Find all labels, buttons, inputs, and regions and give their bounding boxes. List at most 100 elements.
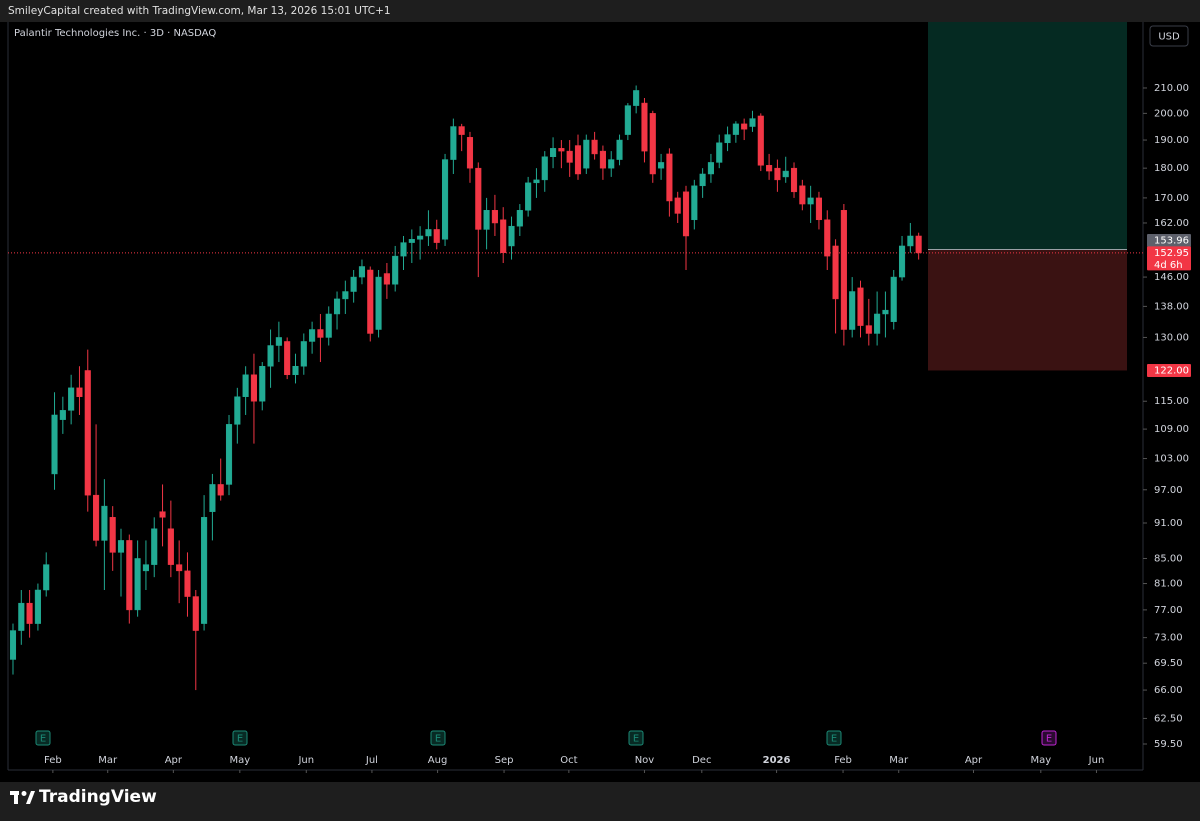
y-tick-label: 103.00 [1154,454,1189,465]
candle-body [724,134,731,144]
candle-body [201,517,208,624]
candle-body [865,325,872,334]
candle-body [109,517,116,553]
candle-body [408,239,415,243]
candle-body [716,142,723,163]
x-tick-label: May [1030,755,1051,766]
earnings-label: E [435,734,441,745]
candle-body [541,156,548,181]
candle-body [275,337,282,346]
last-price-tag-countdown: 4d 6h [1154,260,1183,271]
candle-body [43,564,50,591]
candle-body [849,291,856,330]
candle-body [59,410,66,420]
earnings-marker[interactable] [430,730,446,746]
candle-body [101,505,108,541]
candle-body [34,589,41,624]
x-tick-label: Apr [165,755,183,766]
candle-body [599,150,606,169]
earnings-marker[interactable] [35,730,51,746]
earnings-marker[interactable] [232,730,248,746]
y-tick-label: 91.00 [1154,518,1183,529]
y-tick-label: 62.50 [1154,713,1183,724]
candle-body [450,126,457,160]
y-tick-label: 85.00 [1154,553,1183,564]
x-tick-label: Aug [428,755,448,766]
candle-body [491,210,498,224]
x-tick-label: Jun [1088,755,1105,766]
candle-body [167,528,174,565]
x-tick-label: Oct [560,755,577,766]
candle-body [217,484,224,496]
candle-body [234,396,241,425]
candle-body [9,630,17,660]
y-tick-label: 180.00 [1154,163,1189,174]
entry-price-tag-bg [1147,233,1191,247]
y-tick-label: 69.50 [1154,658,1183,669]
y-tick-label: 162.00 [1154,218,1189,229]
stop-price-tag: 122.00 [1154,365,1189,376]
candle-body [508,225,515,247]
candle-body [117,540,125,553]
candle-body [525,182,532,211]
currency-button[interactable] [1149,25,1189,47]
candle-body [874,313,881,334]
candle-body [616,139,623,160]
candle-body [466,137,474,169]
last-price-tag: 152.95 [1154,248,1189,259]
y-tick-label: 170.00 [1154,193,1189,204]
y-tick-label: 81.00 [1154,579,1183,590]
candle-body [142,564,149,572]
candle-body [533,179,540,184]
candle-body [267,345,274,367]
candle-body [367,269,374,334]
candle-body [766,165,773,172]
candle-body [483,210,490,230]
candle-body [192,596,199,631]
candle-body [699,173,706,187]
candle-body [317,329,324,338]
candle-body [184,570,191,597]
y-tick-label: 146.00 [1154,272,1189,283]
y-tick-label: 210.00 [1154,83,1189,94]
candle-body [840,210,847,330]
x-tick-label: Mar [889,755,909,766]
candle-body [741,123,748,130]
candle-body [417,235,424,240]
candle-body [350,276,357,292]
candle-body [658,162,665,169]
y-tick-label: 77.00 [1154,605,1183,616]
candle-body [134,558,141,611]
candle-body [649,113,656,175]
candle-body [159,511,166,518]
x-tick-label: Sep [495,755,514,766]
stop-price-tag-bg [1147,363,1191,377]
candle-body [574,145,582,175]
earnings-label: E [831,734,837,745]
x-tick-label: May [229,755,250,766]
candle-body [342,291,349,300]
y-tick-label: 59.50 [1154,739,1183,750]
candle-body [26,602,33,624]
candle-body [691,185,698,221]
candle-body [458,126,465,135]
y-tick-label: 73.00 [1154,633,1183,644]
entry-price-tag: 153.96 [1154,235,1189,246]
header-bar [0,0,1200,22]
candle-body [151,528,158,565]
candle-body [392,255,399,285]
footer-bar [0,782,1200,821]
y-tick-label: 109.00 [1154,424,1189,435]
candle-body [915,235,922,254]
earnings-marker[interactable] [826,730,842,746]
candle-body [633,90,640,106]
candle-body [425,229,432,237]
candle-body [707,162,714,175]
earnings-marker[interactable] [628,730,644,746]
candle-body [400,242,407,257]
brand-logo [10,791,35,804]
candle-body [815,197,823,221]
candle-body [76,387,83,397]
earnings-marker[interactable] [1041,730,1057,746]
candle-body [907,235,914,247]
